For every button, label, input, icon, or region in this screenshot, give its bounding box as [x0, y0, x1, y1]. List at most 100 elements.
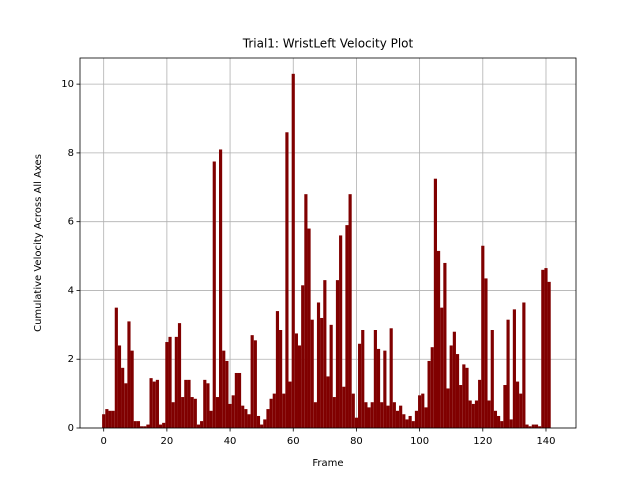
bar: [111, 410, 115, 428]
y-tick-label: 10: [61, 79, 74, 90]
bar: [449, 345, 453, 428]
bar: [231, 395, 235, 428]
bar: [114, 307, 118, 428]
bar: [534, 424, 539, 428]
bar: [506, 319, 510, 428]
bar: [282, 393, 286, 428]
bar: [478, 379, 482, 428]
bar: [465, 367, 469, 428]
bar: [455, 354, 460, 428]
bar: [367, 407, 371, 428]
bar: [493, 410, 498, 428]
bar: [402, 414, 406, 428]
bar: [108, 410, 112, 428]
bar: [168, 336, 172, 428]
bar: [200, 421, 204, 428]
bar: [389, 328, 393, 428]
bar: [212, 161, 216, 428]
bar: [304, 194, 308, 428]
y-tick-label: 4: [68, 285, 74, 296]
x-tick-label: 20: [161, 436, 174, 447]
bar: [219, 149, 223, 429]
bar: [196, 424, 201, 428]
x-tick-label: 0: [101, 436, 107, 447]
bar: [443, 262, 447, 428]
bar: [323, 280, 327, 428]
bar: [471, 403, 475, 428]
bar: [140, 426, 144, 428]
x-tick-label: 40: [224, 436, 237, 447]
bar: [225, 360, 229, 428]
y-axis-label: Cumulative Velocity Across All Axes: [33, 154, 44, 332]
bar: [291, 73, 295, 428]
bar: [335, 280, 340, 428]
x-tick-label: 140: [536, 436, 555, 447]
bar: [244, 409, 248, 428]
bar: [215, 397, 220, 428]
bar: [260, 424, 264, 428]
bar: [345, 225, 349, 428]
bar: [490, 329, 494, 428]
bar: [155, 379, 159, 428]
bar: [152, 381, 156, 428]
bar: [544, 268, 548, 428]
bar: [424, 407, 428, 428]
bar: [348, 194, 352, 428]
bar: [373, 329, 377, 428]
bar: [361, 329, 365, 428]
bar: [446, 388, 450, 428]
bar: [405, 419, 409, 428]
bar: [547, 281, 551, 428]
bar: [392, 402, 396, 428]
bar: [297, 345, 302, 428]
bar: [313, 402, 317, 428]
bar: [440, 307, 444, 428]
bar: [130, 350, 134, 428]
bar: [376, 348, 381, 428]
bar: [459, 385, 463, 428]
bar: [294, 333, 298, 428]
bar: [411, 421, 415, 428]
bar: [497, 415, 501, 428]
bar: [418, 395, 422, 428]
bar: [433, 178, 437, 428]
bar: [339, 235, 343, 428]
bar: [383, 350, 387, 428]
bar: [181, 397, 185, 428]
bar: [149, 378, 153, 428]
bar: [184, 379, 188, 428]
bar: [427, 360, 431, 428]
bar: [256, 415, 261, 428]
bar: [408, 415, 412, 428]
bar: [307, 228, 311, 428]
bar: [177, 323, 182, 428]
bar: [193, 398, 197, 428]
bar: [462, 364, 466, 428]
bar: [519, 393, 523, 428]
bar: [436, 250, 441, 428]
bar: [484, 278, 488, 428]
bar: [158, 424, 163, 428]
bar: [481, 245, 485, 428]
bar: [301, 285, 305, 428]
bar: [421, 393, 425, 428]
bar: [316, 302, 321, 428]
bar: [279, 329, 283, 428]
chart-title: Trial1: WristLeft Velocity Plot: [242, 37, 414, 51]
bar: [512, 309, 516, 428]
bar: [528, 426, 532, 428]
bar: [105, 409, 109, 428]
bar: [247, 414, 251, 428]
bar: [266, 409, 270, 428]
bar: [380, 402, 384, 428]
bar: [136, 421, 141, 428]
bar: [538, 426, 542, 428]
y-tick-label: 6: [68, 217, 74, 228]
bar: [143, 426, 147, 428]
bar: [452, 331, 456, 428]
bar: [414, 410, 419, 428]
bar: [269, 398, 273, 428]
bar: [474, 400, 479, 428]
